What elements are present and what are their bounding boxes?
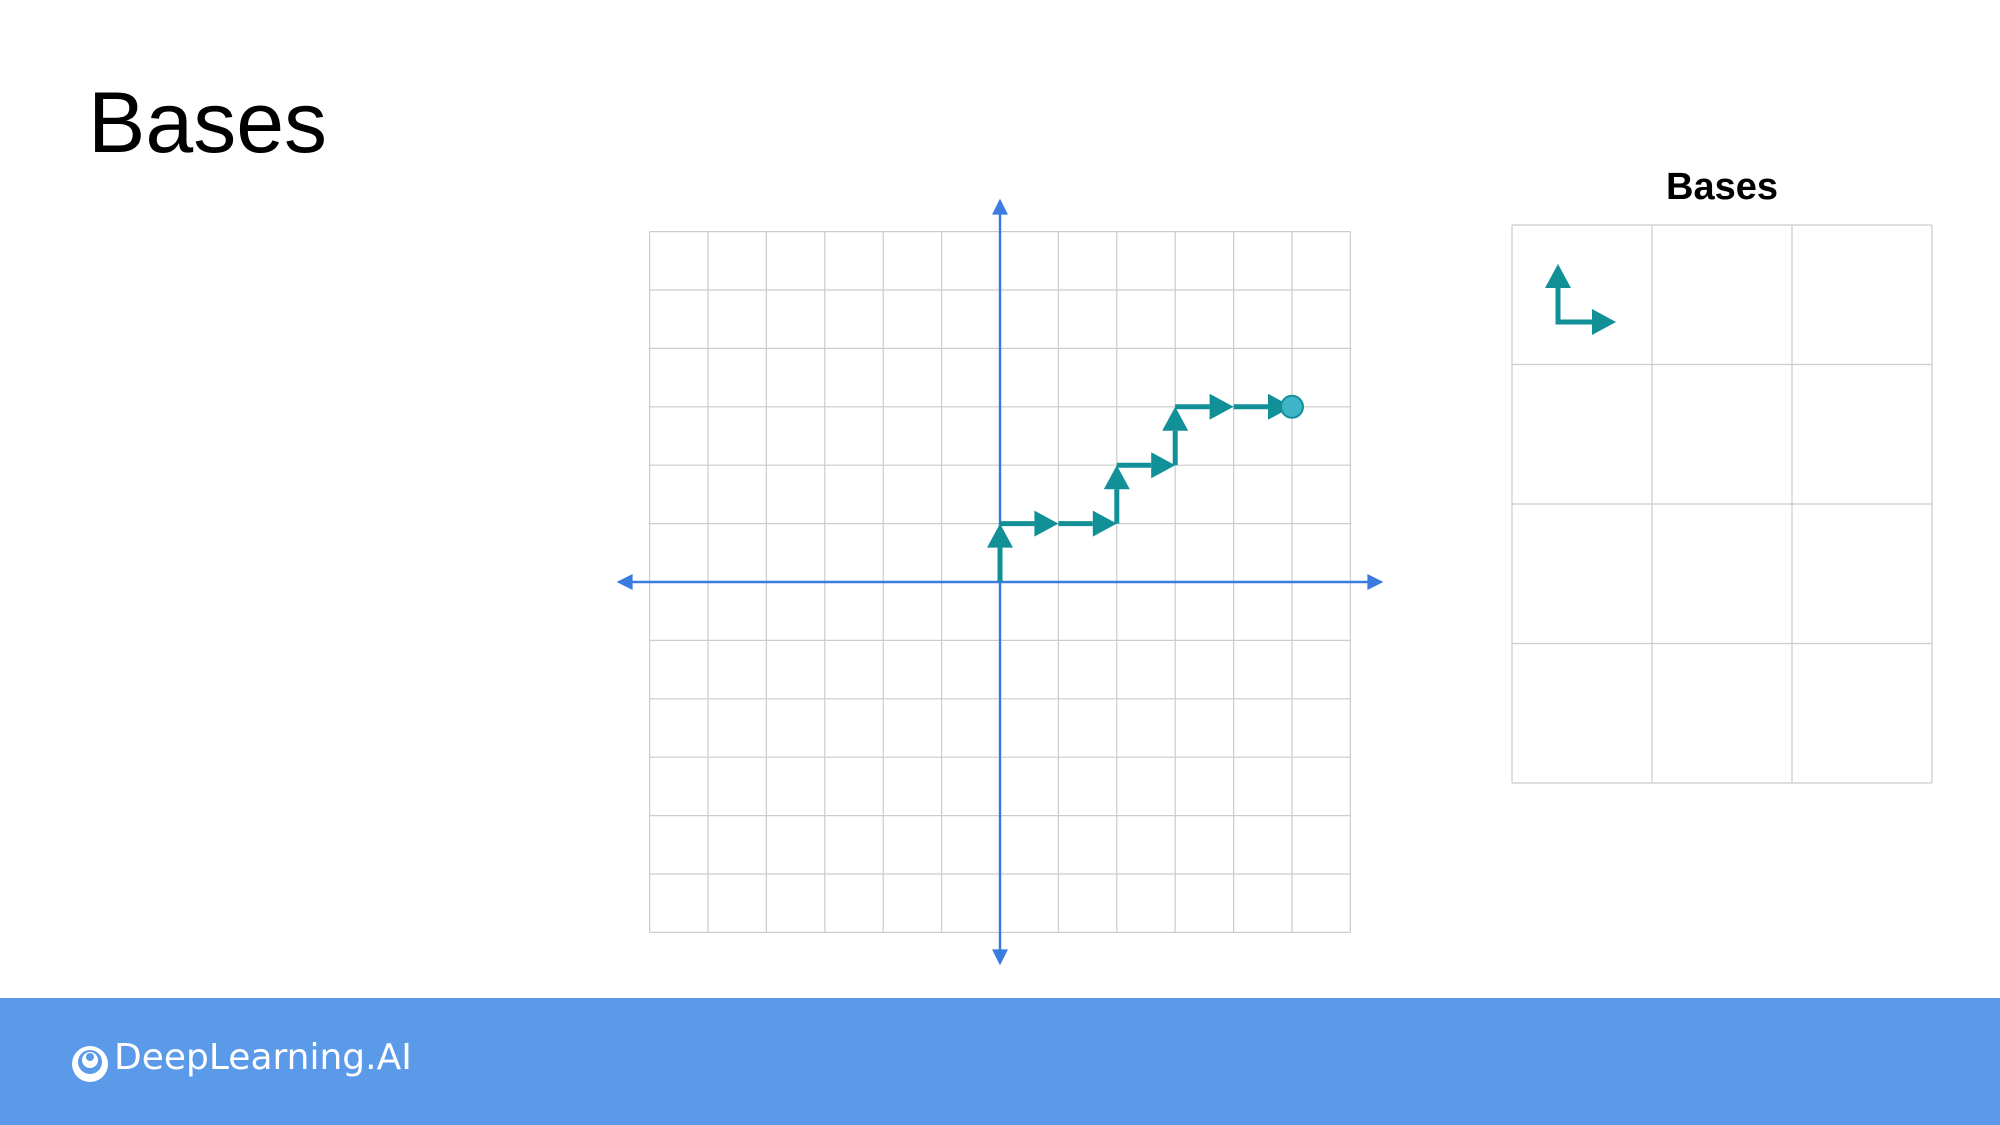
deeplearning-logo-icon — [72, 1046, 108, 1082]
right-arrow-icon-head — [1592, 309, 1616, 335]
footer-bar — [0, 998, 2000, 1125]
step-right-arrow-icon — [1175, 393, 1234, 420]
endpoint-marker — [1280, 394, 1304, 419]
step-right-arrow-icon-head — [1151, 452, 1176, 479]
step-up-arrow-icon — [1162, 406, 1189, 466]
step-up-arrow-icon — [987, 523, 1013, 582]
x-axis-left-arrow-icon — [616, 574, 633, 590]
y-axis-down-arrow-icon — [992, 949, 1008, 966]
step-up-arrow-icon-head — [1103, 465, 1130, 490]
coordinate-diagram — [616, 198, 1933, 966]
basis-panel-grid — [1511, 224, 1933, 784]
step-right-arrow-icon — [1116, 452, 1176, 479]
y-axis-up-arrow-icon — [992, 198, 1008, 215]
step-right-arrow-icon-head — [1034, 510, 1059, 537]
x-axis-right-arrow-icon — [1367, 574, 1384, 590]
basis-panel-title: Bases — [1666, 166, 1778, 208]
step-right-arrow-icon — [1000, 510, 1059, 537]
brand-name: DeepLearning.AI — [114, 1037, 412, 1078]
step-up-arrow-icon — [1103, 465, 1130, 524]
basis-vectors — [1545, 264, 1616, 335]
right-arrow-icon — [1558, 309, 1616, 335]
up-arrow-icon-head — [1545, 264, 1571, 288]
slide-title: Bases — [88, 75, 328, 171]
step-right-arrow-icon-head — [1092, 510, 1117, 537]
step-up-arrow-icon-head — [987, 523, 1013, 548]
step-up-arrow-icon-head — [1162, 406, 1189, 431]
step-right-arrow-icon-head — [1209, 393, 1234, 420]
vector-path — [987, 393, 1304, 582]
up-arrow-icon — [1545, 264, 1571, 322]
step-right-arrow-icon — [1058, 510, 1117, 537]
